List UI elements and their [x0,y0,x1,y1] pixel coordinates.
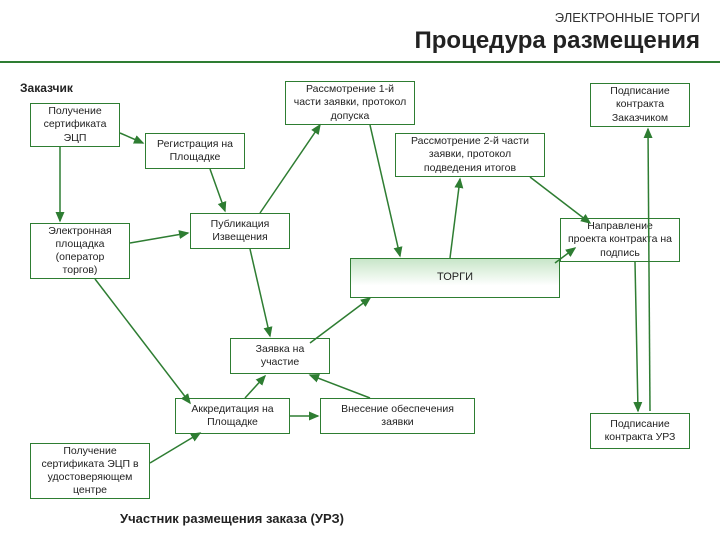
box-sign-urz: Подписание контракта УРЗ [590,413,690,449]
box-application: Заявка на участие [230,338,330,374]
lane-customer: Заказчик [20,81,73,95]
box-torgi: ТОРГИ [350,258,560,298]
box-cert-center: Получение сертификата ЭЦП в удостоверяющ… [30,443,150,499]
box-review2: Рассмотрение 2-й части заявки, протокол … [395,133,545,177]
header-subtitle: ЭЛЕКТРОННЫЕ ТОРГИ [20,10,700,25]
box-platform: Электронная площадка (оператор торгов) [30,223,130,279]
box-publication: Публикация Извещения [190,213,290,249]
header-title: Процедура размещения [20,27,700,55]
box-deposit: Внесение обеспечения заявки [320,398,475,434]
box-registration: Регистрация на Площадке [145,133,245,169]
box-accreditation: Аккредитация на Площадке [175,398,290,434]
box-sign-customer: Подписание контракта Заказчиком [590,83,690,127]
box-review1: Рассмотрение 1-й части заявки, протокол … [285,81,415,125]
lane-participant: Участник размещения заказа (УРЗ) [120,511,344,526]
flowchart-canvas: Заказчик Участник размещения заказа (УРЗ… [0,63,720,533]
box-cert-ecp: Получение сертификата ЭЦП [30,103,120,147]
header: ЭЛЕКТРОННЫЕ ТОРГИ Процедура размещения [0,0,720,63]
box-send-contract: Направление проекта контракта на подпись [560,218,680,262]
